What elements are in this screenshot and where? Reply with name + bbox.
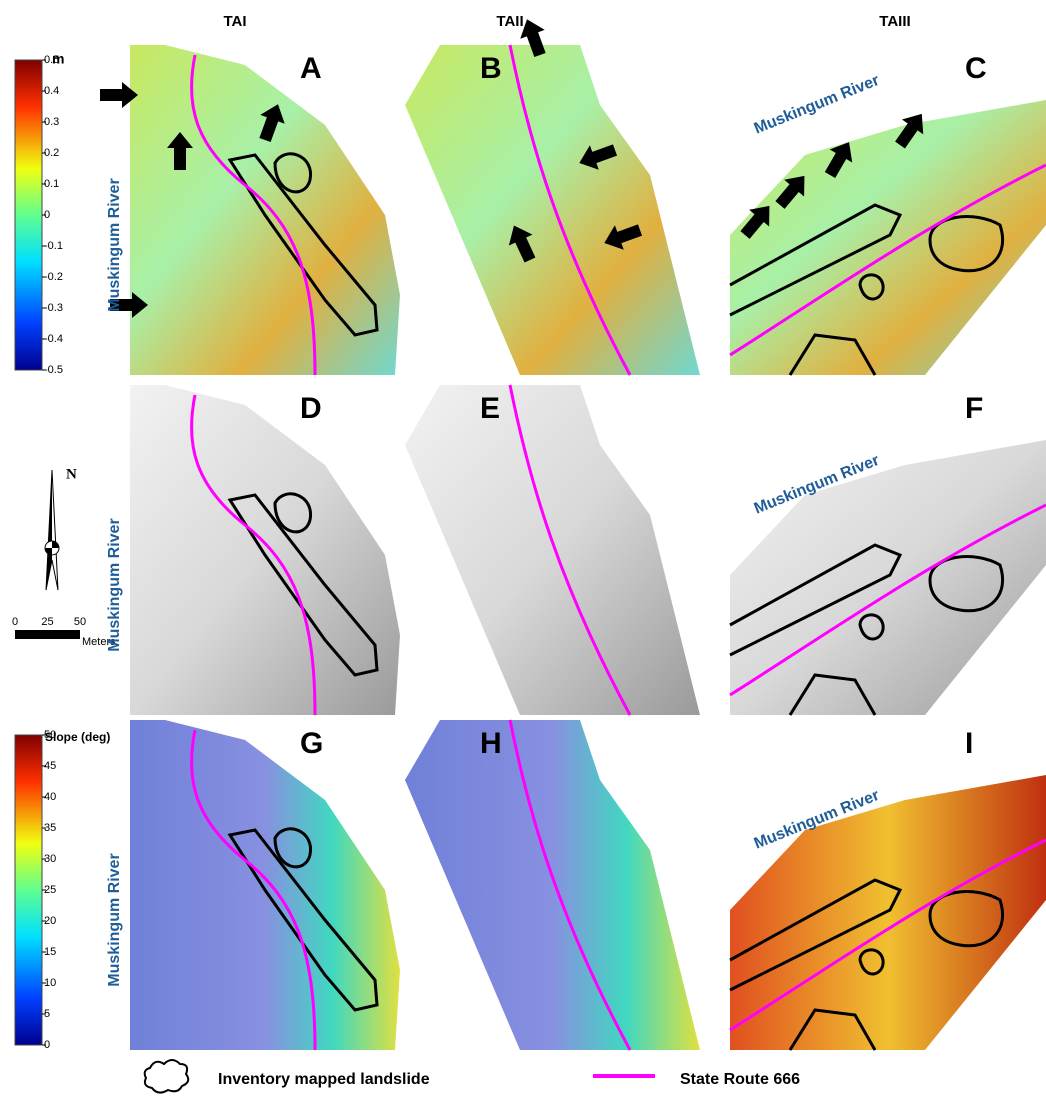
colorbar-tick-label: 35 (44, 822, 56, 834)
colorbar-tick-label: 10 (44, 977, 56, 989)
colorbar-tick-label: 0.4 (44, 85, 59, 97)
colorbar-tick-label: 30 (44, 853, 56, 865)
map-surface (130, 45, 400, 375)
elevation-colorbar (15, 60, 42, 370)
maps (100, 15, 1046, 1050)
panel-letter: G (300, 727, 323, 760)
river-label: Muskingum River (106, 518, 123, 651)
column-header: TAIII (879, 13, 910, 30)
colorbar-tick-label: 0.2 (44, 147, 59, 159)
colorbar-tick-label: -0.1 (44, 240, 63, 252)
panel-letter: A (300, 52, 322, 85)
scale-tick-label: 0 (12, 616, 18, 628)
colorbar-tick-label: 0 (44, 209, 50, 221)
map-panel (100, 45, 400, 375)
map-surface (405, 45, 700, 375)
map-panel (730, 100, 1046, 375)
colorbar-tick-label: 20 (44, 915, 56, 927)
river-label: Muskingum River (752, 72, 882, 138)
map-surface (405, 385, 700, 715)
panel-letter: E (480, 392, 500, 425)
colorbar-tick-label: 5 (44, 1008, 50, 1020)
scale-bar (15, 630, 80, 639)
colorbar-tick-label: -0.5 (44, 364, 63, 376)
colorbar-tick-label: 50 (44, 729, 56, 741)
north-arrow (45, 470, 59, 590)
river-label: Muskingum River (106, 853, 123, 986)
colorbar-tick-label: 40 (44, 791, 56, 803)
panel-letter: B (480, 52, 502, 85)
colorbar-tick-label: 0.3 (44, 116, 59, 128)
scale-tick-label: 25 (41, 616, 53, 628)
colorbar-tick-label: 25 (44, 884, 56, 896)
panel-letter: I (965, 727, 973, 760)
colorbar-tick-label: 45 (44, 760, 56, 772)
map-panel (405, 720, 700, 1050)
colorbar-tick-label: -0.4 (44, 333, 63, 345)
north-label: N (66, 466, 77, 482)
panel-letter: F (965, 392, 983, 425)
map-panel (130, 720, 400, 1050)
scale-tick-label: 50 (74, 616, 86, 628)
colorbar-tick-label: -0.2 (44, 271, 63, 283)
map-panel (730, 440, 1046, 715)
map-panel (405, 385, 700, 715)
column-header: TAI (223, 13, 246, 30)
colorbar-tick-label: 15 (44, 946, 56, 958)
river-label: Muskingum River (106, 178, 123, 311)
map-panel (130, 385, 400, 715)
colorbar-tick-label: 0.1 (44, 178, 59, 190)
map-surface (130, 720, 400, 1050)
colorbar-tick-label: -0.3 (44, 302, 63, 314)
column-header: TAII (496, 13, 523, 30)
legend-label: Inventory mapped landslide (218, 1071, 430, 1088)
panel-letter: C (965, 52, 987, 85)
slope-colorbar (15, 735, 42, 1045)
map-panel (730, 775, 1046, 1050)
colorbar-tick-label: 0 (44, 1039, 50, 1051)
legend-label: State Route 666 (680, 1071, 800, 1088)
colorbar-tick-label: 0.5 (44, 54, 59, 66)
figure: m Slope (deg) N Meters Inventory mapped … (0, 0, 1046, 1100)
map-surface (130, 385, 400, 715)
landslide-symbol (145, 1060, 189, 1093)
panel-letter: D (300, 392, 322, 425)
panel-letter: H (480, 727, 502, 760)
map-surface (405, 720, 700, 1050)
map-panel (405, 15, 700, 375)
